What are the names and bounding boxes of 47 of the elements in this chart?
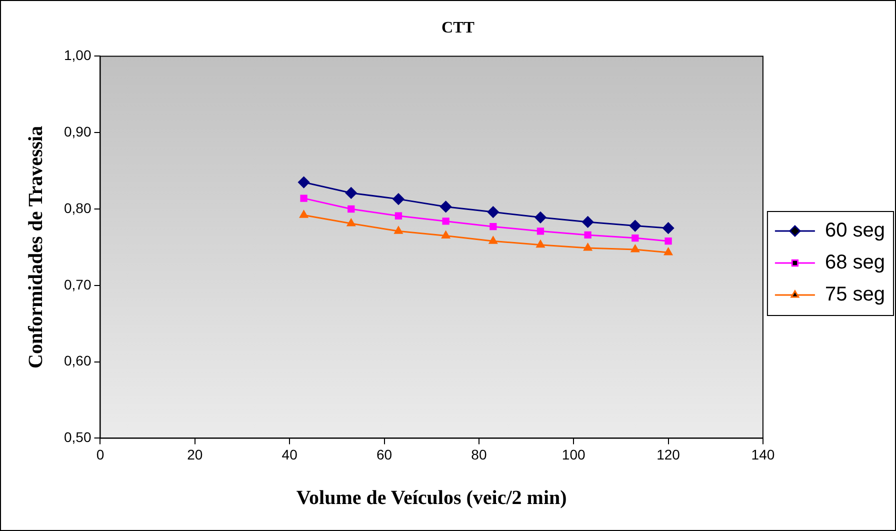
y-tick-label: 0,60 xyxy=(64,352,92,369)
x-tick-label: 0 xyxy=(96,446,104,462)
legend-label: 75 seg xyxy=(824,284,886,306)
point xyxy=(442,218,450,225)
legend-label: 68 seg xyxy=(824,252,886,274)
point xyxy=(394,226,403,234)
point xyxy=(536,240,545,248)
point xyxy=(534,212,546,224)
point xyxy=(394,212,402,220)
point xyxy=(442,230,450,238)
point xyxy=(300,194,308,202)
x-tick-label: 40 xyxy=(282,446,298,462)
x-tick-label: 100 xyxy=(562,446,586,462)
point xyxy=(582,216,594,228)
point xyxy=(348,205,355,213)
legend-label: 60 seg xyxy=(824,220,886,242)
point xyxy=(630,244,640,252)
point xyxy=(584,231,592,239)
point xyxy=(300,210,308,218)
y-tick-label: 0,70 xyxy=(64,276,92,292)
x-tick-label: 20 xyxy=(187,446,203,462)
point xyxy=(662,222,674,234)
x-tick-label: 80 xyxy=(471,446,487,462)
point xyxy=(584,243,592,251)
point xyxy=(536,228,544,235)
y-tick-label: 0,80 xyxy=(64,200,92,216)
point xyxy=(392,193,404,205)
chart-title: CTT xyxy=(442,20,475,37)
x-axis-title: Volume de Veículos (veic/2 min) xyxy=(296,487,567,510)
point xyxy=(664,248,672,256)
y-axis-title: Conformidades de Travessia xyxy=(25,126,48,369)
point xyxy=(488,236,498,244)
point xyxy=(298,176,310,188)
x-tick-label: 120 xyxy=(656,446,680,462)
x-tick-label: 60 xyxy=(376,446,392,462)
point xyxy=(632,234,639,242)
point xyxy=(487,206,499,218)
point xyxy=(629,220,641,232)
point xyxy=(346,218,356,226)
point xyxy=(440,200,452,212)
y-tick-label: 0,90 xyxy=(64,123,92,140)
point xyxy=(664,238,672,245)
y-tick-label: 1,00 xyxy=(64,47,92,64)
y-tick-label: 0,50 xyxy=(64,429,92,446)
x-tick-label: 140 xyxy=(751,446,775,462)
point xyxy=(345,187,357,199)
point xyxy=(490,222,497,230)
